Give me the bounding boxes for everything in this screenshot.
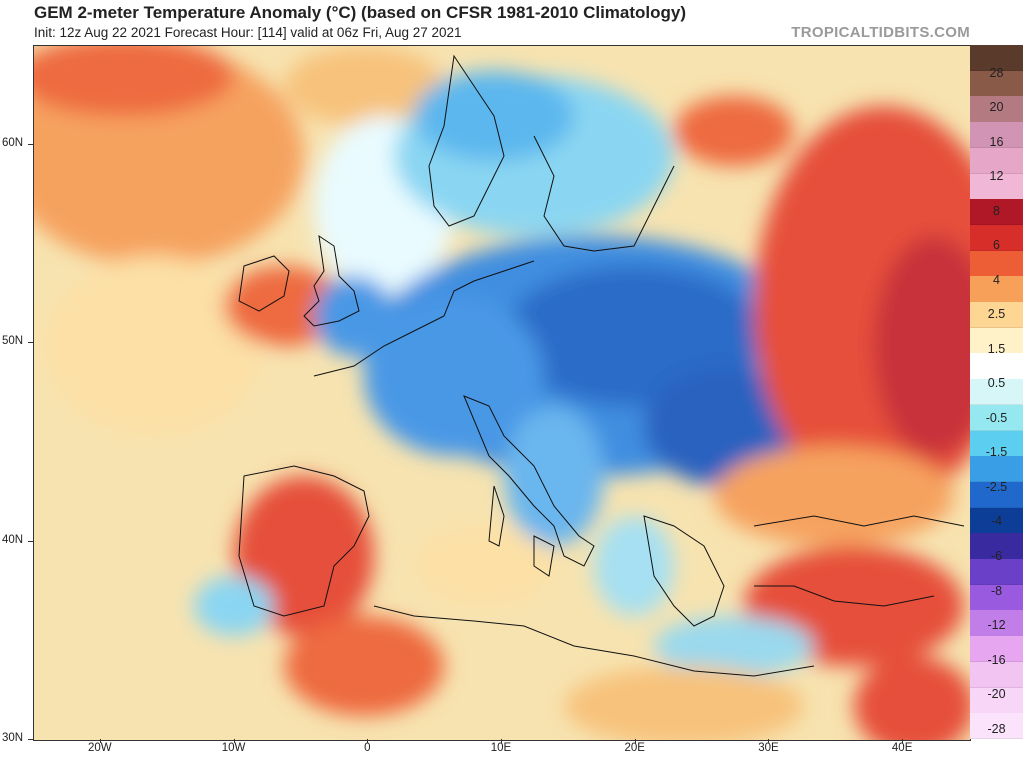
- lon-tick-mark: [634, 739, 636, 743]
- colorbar-swatch: [970, 122, 1023, 149]
- colorbar-label: 12: [989, 169, 1004, 184]
- lat-tick-label: 30N: [2, 732, 24, 744]
- lon-tick-label: 40E: [891, 742, 913, 754]
- map-subtitle: Init: 12z Aug 22 2021 Forecast Hour: [11…: [34, 25, 462, 40]
- lon-tick-label: 20E: [624, 742, 645, 754]
- colorbar-label: 1.5: [987, 341, 1006, 356]
- colorbar-swatch: [970, 96, 1023, 123]
- colorbar-label: 0.5: [987, 376, 1006, 391]
- colorbar-swatch: [970, 302, 1023, 329]
- colorbar-swatch: [970, 173, 1023, 200]
- colorbar-swatch: [970, 327, 1023, 354]
- colorbar-swatch: [970, 45, 1023, 72]
- colorbar-label: -6: [990, 549, 1003, 563]
- colorbar-swatch: [970, 70, 1023, 97]
- lat-tick-mark: [28, 540, 33, 542]
- colorbar-swatch: [970, 610, 1023, 637]
- lat-tick-label: 50N: [2, 335, 24, 348]
- colorbar-swatch: [970, 481, 1023, 509]
- lon-tick-mark: [902, 739, 904, 743]
- colorbar-label: 4: [993, 272, 1000, 287]
- lat-tick-label: 40N: [2, 533, 24, 546]
- colorbar-label: -20: [987, 687, 1006, 702]
- map-title: GEM 2-meter Temperature Anomaly (°C) (ba…: [34, 3, 687, 22]
- colorbar-label: 16: [989, 134, 1004, 149]
- lon-tick-mark: [99, 739, 101, 743]
- source-watermark: TROPICALTIDBITS.COM: [791, 24, 970, 41]
- colorbar-label: 20: [989, 100, 1004, 115]
- colorbar-swatch: [970, 507, 1023, 534]
- colorbar-label: -1.5: [985, 445, 1008, 460]
- lon-tick-label: 30E: [758, 742, 779, 754]
- anomaly-map[interactable]: [33, 45, 971, 741]
- colorbar-swatch: [970, 533, 1023, 560]
- colorbar-swatch: [970, 199, 1023, 226]
- lat-tick-mark: [28, 144, 33, 146]
- colorbar-swatch: [970, 559, 1023, 586]
- colorbar-label: 28: [989, 65, 1004, 80]
- lon-tick-label: 0: [364, 742, 371, 754]
- colorbar-swatch: [970, 430, 1023, 457]
- lon-tick-label: 20W: [88, 742, 112, 754]
- colorbar-swatch: [970, 661, 1023, 689]
- lon-tick-mark: [233, 739, 235, 743]
- colorbar-label: -2.5: [985, 479, 1008, 494]
- colorbar-swatch: [970, 224, 1023, 252]
- lat-tick-mark: [28, 739, 33, 740]
- colorbar-swatch: [970, 636, 1023, 663]
- colorbar-swatch: [970, 276, 1023, 303]
- colorbar-label: -28: [987, 721, 1006, 736]
- colorbar-label: -12: [987, 618, 1006, 633]
- colorbar-label: -4: [990, 514, 1003, 529]
- colorbar-swatch: [970, 250, 1023, 277]
- colorbar-label: -8: [990, 583, 1003, 598]
- lon-tick-mark: [768, 739, 770, 743]
- colorbar-swatch: [970, 713, 1023, 740]
- lon-tick-mark: [501, 739, 502, 743]
- colorbar-swatch: [970, 584, 1023, 611]
- lon-tick-label: 10W: [221, 742, 246, 754]
- colorbar: 28 20 16 12 8 6 4 2.5 1.5 0.5 -0.5 -1.5 -2.5 -4 -6 -8 -1…: [970, 45, 1023, 740]
- colorbar-label: -0.5: [985, 410, 1008, 425]
- lat-tick-label: 60N: [2, 137, 24, 150]
- colorbar-label: 8: [993, 203, 1000, 218]
- colorbar-swatch: [970, 687, 1023, 714]
- lon-tick-mark: [367, 739, 369, 743]
- colorbar-label: 2.5: [987, 307, 1006, 322]
- colorbar-swatch: [970, 147, 1023, 175]
- anomaly-map-canvas: [34, 46, 970, 740]
- colorbar-label: 6: [993, 238, 1000, 253]
- colorbar-swatch: [970, 456, 1023, 483]
- coastlines: [238, 54, 965, 677]
- colorbar-label: -16: [987, 652, 1006, 667]
- colorbar-swatch: [970, 353, 1023, 380]
- colorbar-swatch: [970, 404, 1023, 432]
- lat-tick-mark: [28, 342, 33, 344]
- colorbar-swatch: [970, 379, 1023, 406]
- lon-tick-label: 10E: [490, 742, 512, 754]
